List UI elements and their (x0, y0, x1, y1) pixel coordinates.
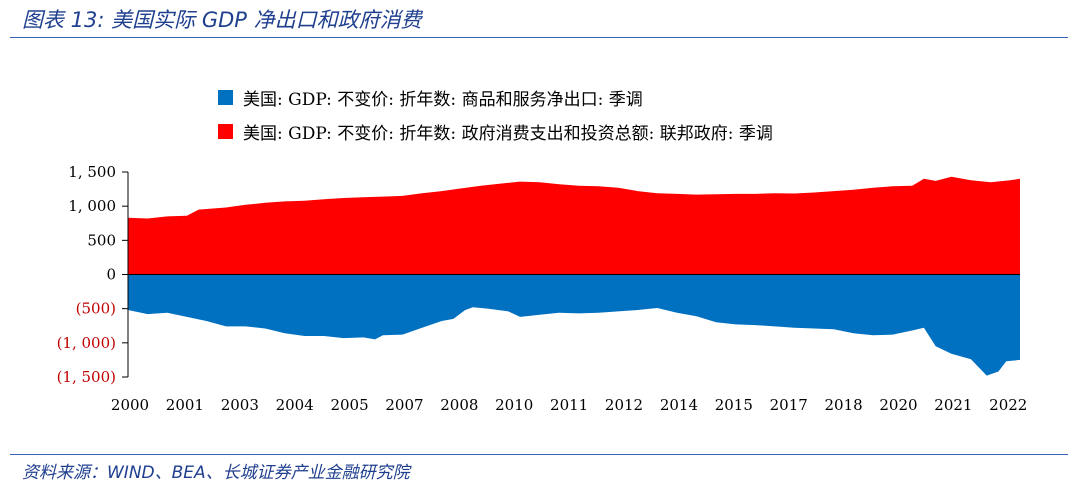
area-chart: 1, 500 1, 000 500 0 (500) (1, 000) (1, 500) 200… (0, 0, 1080, 484)
y-tick-label-1: 1, 000 (68, 197, 116, 215)
y-tick-label-0: 1, 500 (68, 163, 116, 181)
x-tick-label-11: 2015 (715, 396, 753, 414)
x-tick-label-13: 2018 (825, 396, 863, 414)
area-series-1 (128, 177, 1020, 275)
y-tick-label-3: 0 (106, 266, 116, 284)
x-tick-label-12: 2017 (770, 396, 808, 414)
x-tick-label-8: 2011 (550, 396, 588, 414)
x-tick-label-9: 2012 (605, 396, 643, 414)
y-tick-label-4: (500) (76, 300, 116, 318)
x-tick-label-16: 2022 (989, 396, 1027, 414)
source-note: 资料来源：WIND、BEA、长城证券产业金融研究院 (22, 458, 410, 483)
y-tick-label-2: 500 (87, 231, 116, 249)
x-tick-label-10: 2014 (660, 396, 698, 414)
source-rule (10, 454, 1068, 455)
y-tick-label-5: (1, 000) (57, 334, 116, 352)
x-tick-label-14: 2020 (879, 396, 917, 414)
x-tick-label-15: 2021 (934, 396, 972, 414)
x-tick-label-7: 2010 (495, 396, 533, 414)
x-tick-label-4: 2005 (330, 396, 368, 414)
x-tick-label-6: 2008 (440, 396, 478, 414)
area-series-0 (128, 275, 1020, 376)
x-tick-label-2: 2003 (221, 396, 259, 414)
x-tick-label-0: 2000 (111, 396, 149, 414)
y-tick-label-6: (1, 500) (57, 368, 116, 386)
x-tick-label-5: 2007 (385, 396, 423, 414)
x-tick-label-1: 2001 (166, 396, 204, 414)
x-tick-label-3: 2004 (276, 396, 314, 414)
